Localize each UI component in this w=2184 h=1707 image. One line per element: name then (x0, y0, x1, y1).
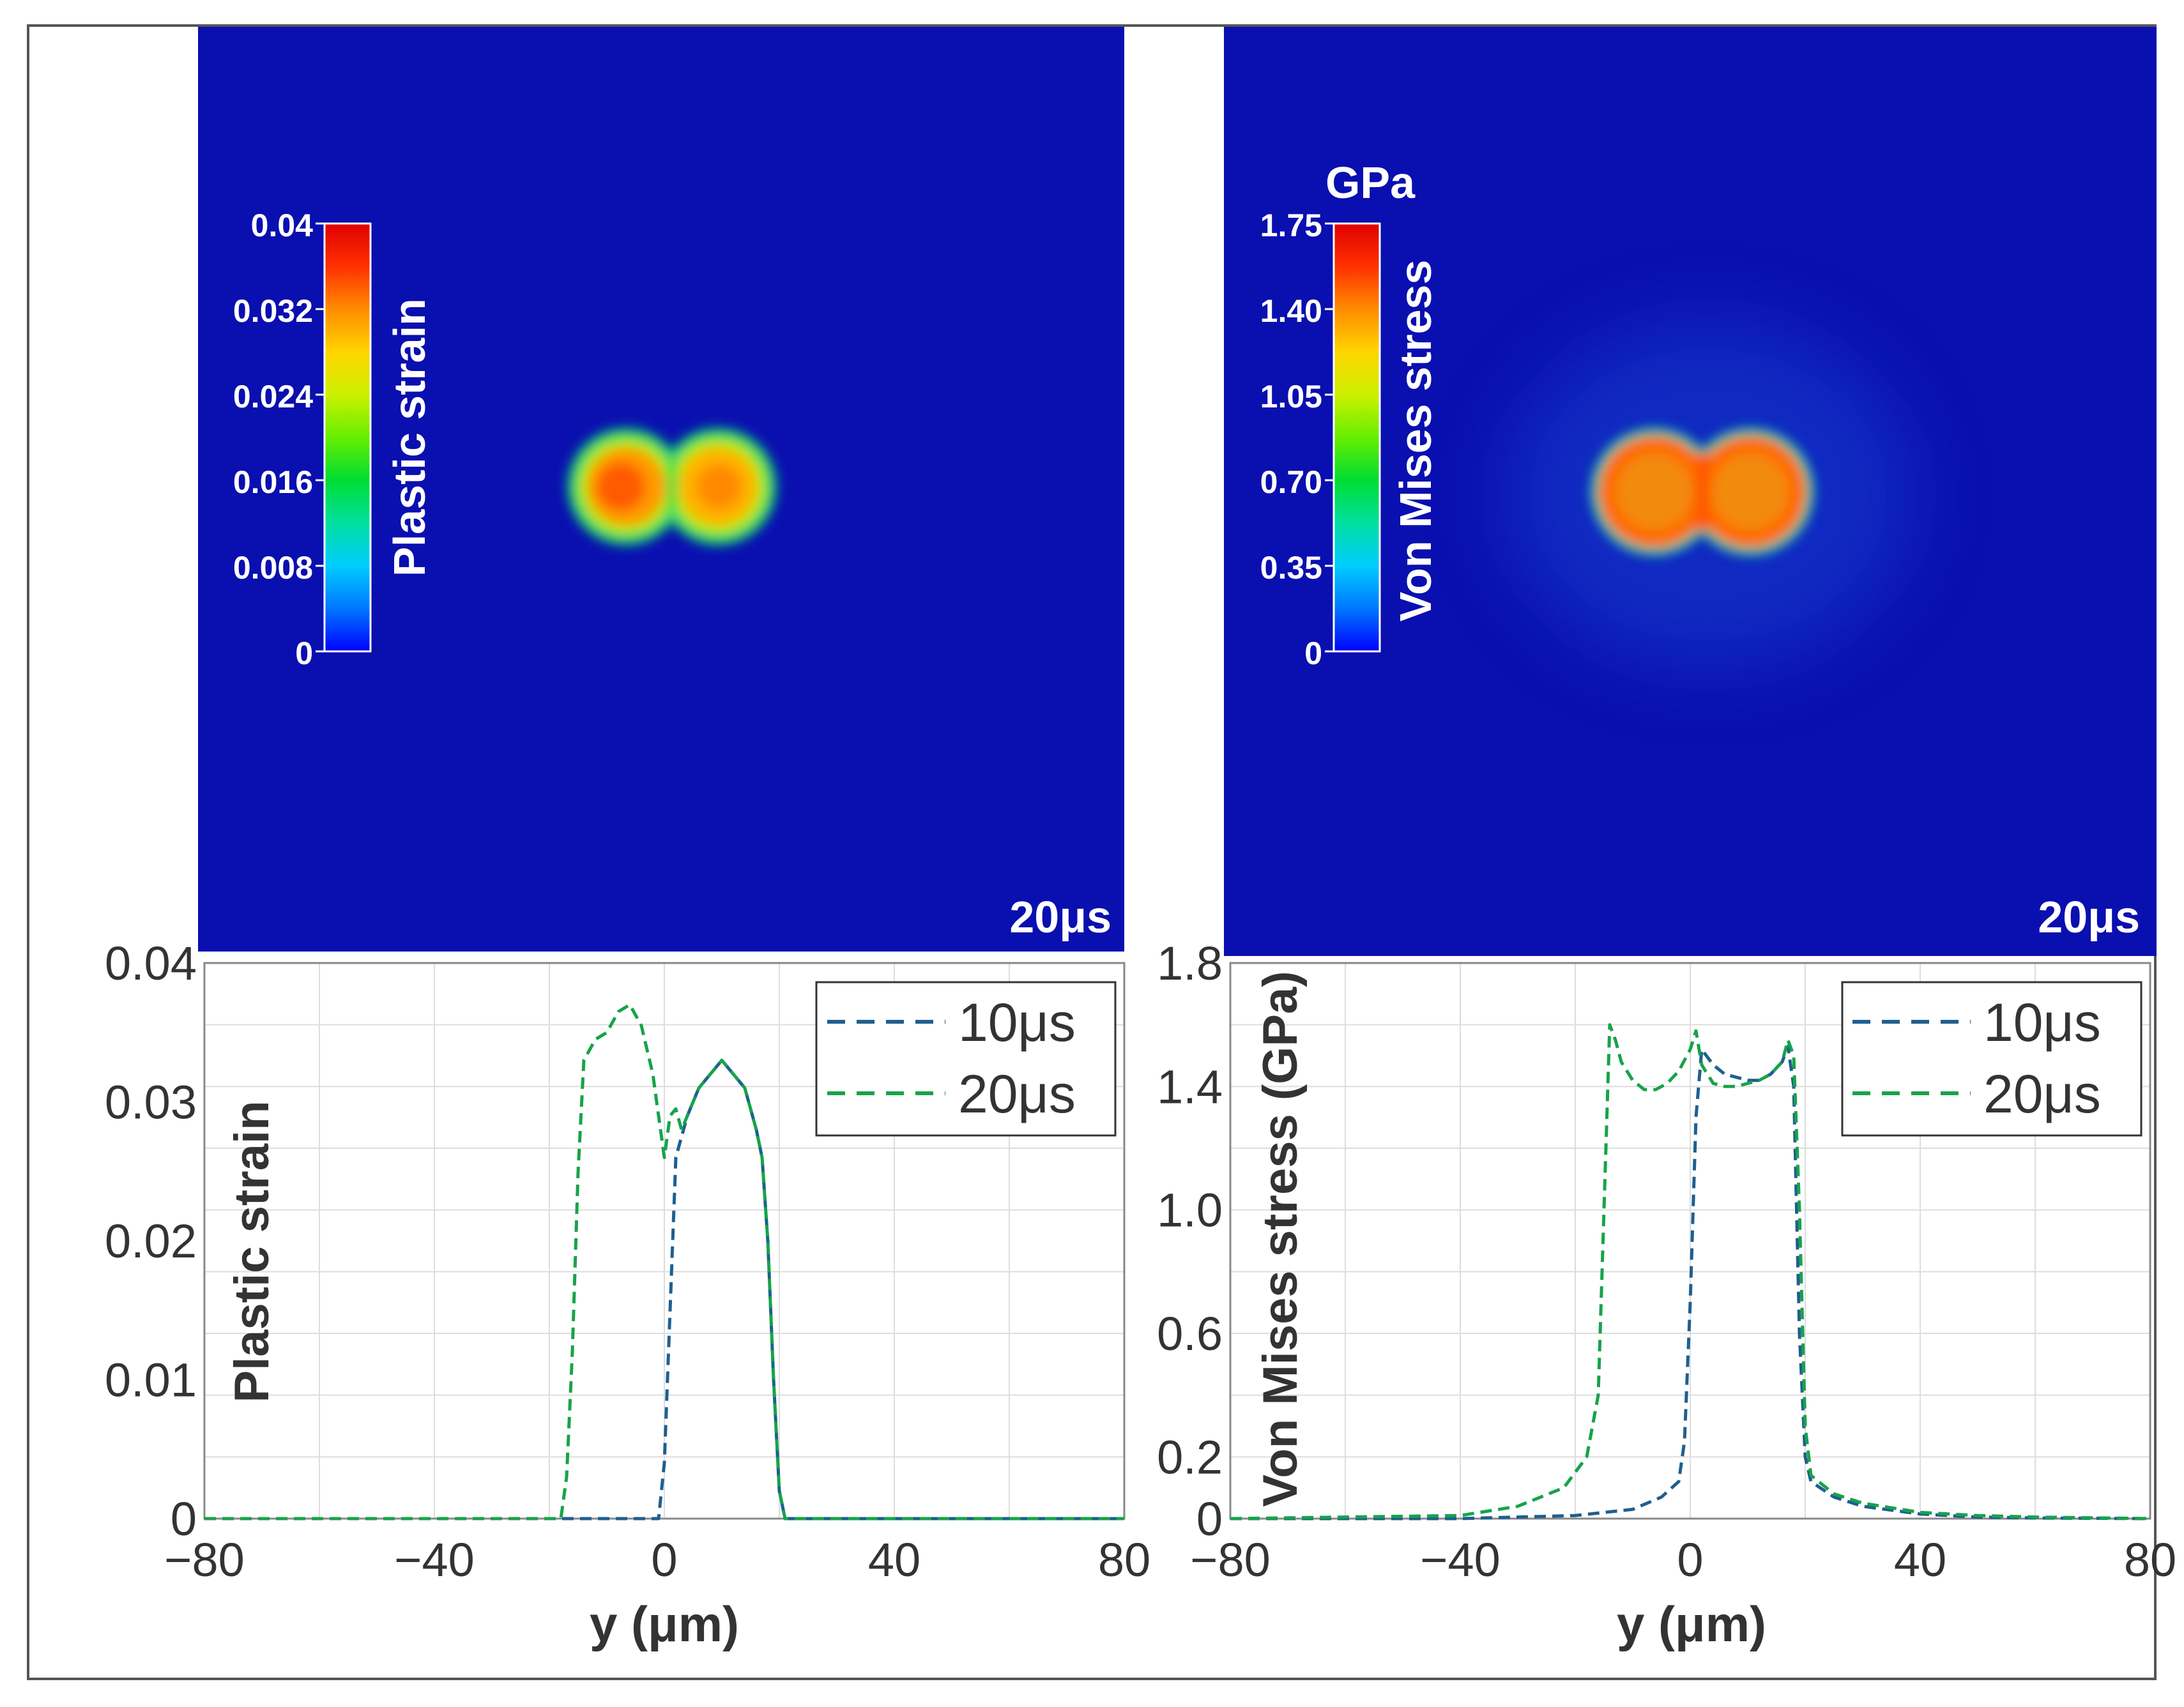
stress-x-tick-label: −80 (1190, 1533, 1271, 1586)
strain-chart-x-ticks: −80 −40 0 40 80 (164, 1533, 1150, 1586)
strain-y-tick-label: 0.03 (105, 1076, 197, 1129)
stress-blob-core-left (1616, 453, 1693, 530)
strain-legend-box (815, 981, 1117, 1137)
strain-blob-core-left (597, 462, 645, 511)
stress-chart-xlabel: y (μm) (1617, 1596, 1766, 1652)
strain-x-tick-label: −80 (164, 1533, 245, 1586)
stress-chart-ylabel: Von Mises stress (GPa) (1253, 971, 1308, 1506)
strain-field-panel: 0.04 0.032 0.024 0.016 0.008 0 Plastic strain… (198, 27, 1124, 952)
strain-chart-plot-area (203, 962, 1126, 1520)
strain-chart-series (204, 1003, 1124, 1521)
stress-y-tick-label: 0.6 (1157, 1307, 1223, 1360)
strain-x-tick-label: −40 (394, 1533, 475, 1586)
strain-cbar-tick-label: 0.016 (233, 464, 313, 500)
strain-cbar-tick-label: 0.008 (233, 550, 313, 586)
strain-x-tick-label: 80 (1098, 1533, 1150, 1586)
strain-chart-legend: 10μs 20μs (815, 981, 1117, 1137)
strain-cbar-tick-label: 0.024 (233, 379, 313, 414)
strain-chart-ylabel: Plastic strain (225, 1100, 279, 1402)
stress-legend-label-10us: 10μs (1983, 992, 2101, 1052)
strain-colorbar (323, 222, 372, 653)
stress-blob-core-right (1712, 453, 1789, 530)
strain-blob (567, 428, 777, 545)
stress-legend-label-20us: 20μs (1983, 1064, 2101, 1124)
stress-colorbar-ticks: 1.75 1.40 1.05 0.70 0.35 0 (1260, 208, 1334, 671)
stress-chart-y-ticks: 0 0.2 0.6 1.0 1.4 1.8 (1157, 937, 1223, 1545)
stress-colorbar-unit: GPa (1325, 158, 1416, 208)
stress-blob (1591, 428, 1814, 556)
stress-timestamp: 20μs (2038, 892, 2140, 942)
stress-y-tick-label: 1.8 (1157, 937, 1223, 990)
stress-chart-legend: 10μs 20μs (1841, 981, 2142, 1137)
stress-chart-series (1230, 1023, 2151, 1521)
strain-timestamp: 20μs (1009, 892, 1111, 942)
strain-blob-neck (668, 463, 676, 510)
stress-cbar-tick-label: 1.05 (1260, 379, 1322, 414)
stress-x-tick-label: −40 (1420, 1533, 1501, 1586)
strain-cbar-tick-label: 0.04 (251, 208, 314, 243)
strain-y-tick-label: 0 (171, 1492, 197, 1545)
stress-colorbar (1333, 222, 1381, 653)
stress-cbar-tick-label: 0 (1304, 635, 1322, 671)
stress-cbar-tick-label: 1.75 (1260, 208, 1322, 243)
strain-y-tick-label: 0.02 (105, 1215, 197, 1268)
stress-series-10us-line (1230, 1045, 2151, 1521)
stress-x-tick-label: 0 (1677, 1533, 1703, 1586)
strain-profile-chart: 0 0.01 0.02 0.03 0.04 −80 −40 0 40 80 Plastic st… (105, 937, 1150, 1652)
stress-profile-chart: 0 0.2 0.6 1.0 1.4 1.8 −80 −40 0 40 80 Von Mises s… (1157, 937, 2176, 1652)
strain-chart-y-ticks: 0 0.01 0.02 0.03 0.04 (105, 937, 197, 1545)
stress-chart-x-ticks: −80 −40 0 40 80 (1190, 1533, 2176, 1586)
strain-y-tick-label: 0.01 (105, 1354, 197, 1407)
stress-colorbar-title: Von Mises stress (1391, 260, 1440, 622)
strain-cbar-tick-label: 0.032 (233, 293, 313, 329)
stress-y-tick-label: 0.2 (1157, 1430, 1223, 1483)
strain-y-tick-label: 0.04 (105, 937, 197, 990)
stress-chart-plot-area (1229, 962, 2151, 1520)
stress-legend-box (1841, 981, 2142, 1137)
strain-cbar-tick-label: 0 (295, 635, 313, 671)
stress-blob-neck (1698, 452, 1707, 531)
stress-y-tick-label: 1.4 (1157, 1060, 1223, 1113)
strain-x-tick-label: 40 (868, 1533, 920, 1586)
stress-cbar-tick-label: 0.70 (1260, 464, 1322, 500)
strain-colorbar-ticks: 0.04 0.032 0.024 0.016 0.008 0 (233, 208, 325, 671)
strain-series-10us-line (204, 1058, 1124, 1521)
stress-x-tick-label: 80 (2124, 1533, 2176, 1586)
strain-colorbar-title: Plastic strain (385, 298, 434, 577)
stress-y-tick-label: 1.0 (1157, 1184, 1223, 1237)
strain-chart-xlabel: y (μm) (590, 1596, 739, 1652)
stress-cbar-tick-label: 1.40 (1260, 293, 1322, 329)
stress-series-20us-line (1230, 1023, 2151, 1521)
strain-legend-label-10us: 10μs (958, 992, 1076, 1052)
strain-x-tick-label: 0 (651, 1533, 677, 1586)
strain-blob-core-right (696, 464, 742, 510)
stress-y-tick-label: 0 (1196, 1492, 1223, 1545)
stress-field-panel: 1.75 1.40 1.05 0.70 0.35 0 GPa Von Mises stre… (1224, 27, 2157, 956)
stress-cbar-tick-label: 0.35 (1260, 550, 1322, 586)
stress-x-tick-label: 40 (1894, 1533, 1946, 1586)
strain-legend-label-20us: 20μs (958, 1064, 1076, 1124)
strain-series-20us-line (204, 1003, 1124, 1521)
